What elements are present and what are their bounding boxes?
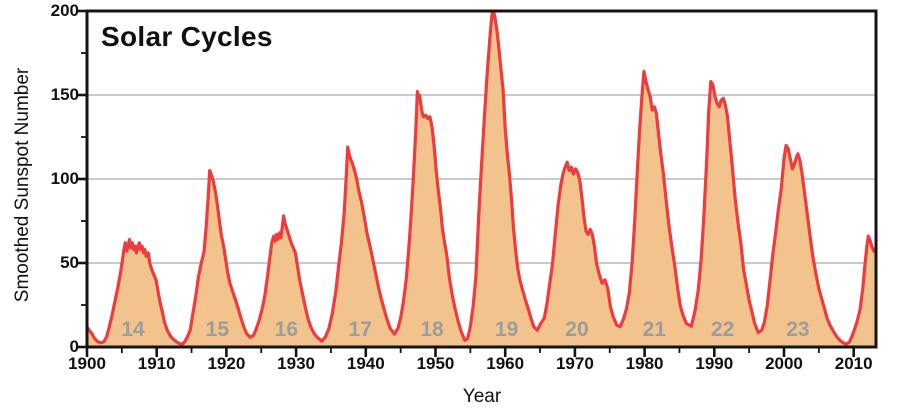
x-axis-title: Year <box>462 386 502 407</box>
cycle-label-21: 21 <box>642 318 667 341</box>
x-tick-label-1900: 1900 <box>68 354 106 373</box>
sunspot-line <box>87 11 876 347</box>
x-tick-label-1980: 1980 <box>625 354 664 373</box>
x-tick-label-1910: 1910 <box>137 354 176 373</box>
cycle-label-16: 16 <box>274 318 298 341</box>
x-tick-label-2010: 2010 <box>834 354 873 373</box>
cycle-label-19: 19 <box>494 318 519 341</box>
x-tick-label-1950: 1950 <box>416 354 455 373</box>
chart-title: Solar Cycles <box>101 21 273 52</box>
cycle-label-22: 22 <box>710 318 735 341</box>
y-tick-label-200: 200 <box>50 1 79 20</box>
x-tick-label-1920: 1920 <box>207 354 246 373</box>
cycle-label-20: 20 <box>565 318 589 341</box>
x-tick-label-1930: 1930 <box>277 354 315 373</box>
y-tick-label-150: 150 <box>50 85 79 104</box>
cycle-label-17: 17 <box>348 318 372 341</box>
cycle-label-14: 14 <box>121 318 145 341</box>
cycle-label-18: 18 <box>420 318 444 341</box>
x-tick-label-2000: 2000 <box>765 354 803 373</box>
x-tick-label-1990: 1990 <box>695 354 734 373</box>
y-tick-label-50: 50 <box>60 253 79 272</box>
x-tick-label-1940: 1940 <box>346 354 385 373</box>
cycle-label-15: 15 <box>205 318 229 341</box>
chart-frame <box>85 9 878 349</box>
x-tick-label-1970: 1970 <box>555 354 594 373</box>
y-tick-label-0: 0 <box>69 337 79 356</box>
x-tick-label-1960: 1960 <box>486 354 525 373</box>
y-tick-label-100: 100 <box>50 169 79 188</box>
cycle-label-23: 23 <box>786 318 810 341</box>
